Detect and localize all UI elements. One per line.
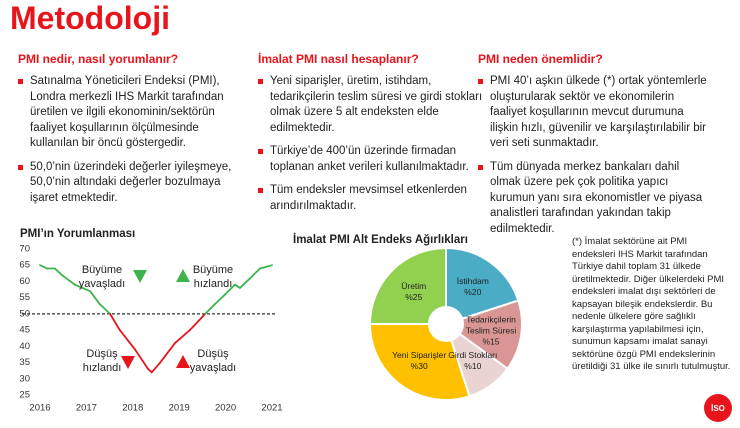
line-segment — [239, 277, 252, 289]
logo-text: İSO — [711, 404, 725, 413]
line-segment — [224, 283, 236, 296]
list: Satınalma Yöneticileri Endeksi (PMI), Lo… — [18, 74, 248, 206]
column-heading: PMI neden önemlidir? — [478, 52, 603, 66]
x-tick-label: 2016 — [29, 403, 50, 414]
line-segment — [118, 329, 137, 351]
bullet: Türkiye’de 400’ün üzerinde firmadan topl… — [258, 144, 488, 175]
column-heading: PMI nedir, nasıl yorumlanır? — [18, 52, 179, 66]
line-segment — [259, 264, 273, 270]
line-segment — [89, 290, 101, 306]
annotation: Büyüme yavaşladı — [78, 264, 126, 290]
pie-label-value: %15 — [482, 336, 500, 347]
logo-ring — [704, 394, 732, 422]
slide-title: Metodoloji — [10, 0, 170, 36]
line-segment — [134, 348, 150, 370]
column-heading: İmalat PMI nasıl hesaplanır? — [258, 52, 419, 66]
x-tick-label: 2020 — [215, 403, 236, 414]
annotation: Düşüş hızlandı — [82, 348, 122, 374]
line-segment — [249, 267, 261, 280]
pie-label-value: %20 — [464, 287, 482, 298]
pie-label-value: %30 — [410, 360, 428, 371]
bullet: Yeni siparişler, üretim, istihdam, tedar… — [258, 74, 488, 136]
column: PMI nedir, nasıl yorumlanır? Satınalma Yö… — [18, 52, 248, 214]
pie-label: Üretim %25 — [379, 281, 449, 303]
bullet: 50,0’nin üzerindeki değerler iyileşmeye,… — [18, 160, 248, 207]
line-chart-title: PMI’ın Yorumlanması — [20, 228, 136, 240]
y-tick-label: 30 — [19, 373, 30, 384]
triangle-icon — [121, 356, 135, 369]
line-segment — [98, 303, 111, 315]
y-tick-label: 55 — [19, 292, 30, 303]
triangle-icon — [176, 355, 190, 368]
line-segment — [204, 303, 216, 315]
line-segment — [159, 342, 176, 364]
line-segment — [174, 329, 191, 344]
line-segment — [188, 312, 207, 332]
pie-slice — [445, 246, 520, 326]
pie-label-name: Üretim — [401, 280, 427, 291]
line-segment — [109, 312, 121, 332]
triangle-icon — [176, 269, 190, 282]
annotation: Büyüme hızlandı — [192, 264, 234, 290]
y-tick-label: 60 — [19, 276, 30, 287]
pie-hole — [428, 306, 464, 342]
list: Yeni siparişler, üretim, istihdam, tedar… — [258, 74, 488, 214]
line-segment — [73, 283, 92, 293]
x-tick-label: 2017 — [76, 403, 97, 414]
column: PMI neden önemlidir? PMI 40’ı aşkın ülked… — [478, 52, 708, 245]
pie-label: Yeni Siparişler %30 — [384, 350, 454, 372]
bullet: Satınalma Yöneticileri Endeksi (PMI), Lo… — [18, 74, 248, 152]
line-segment — [150, 361, 162, 374]
line-segment — [60, 274, 76, 286]
footnote: (*) İmalat sektörüne ait PMI endeksleri … — [572, 236, 731, 372]
pie-label: Tedarikçilerin Teslim Süresi %15 — [456, 315, 526, 348]
y-tick-label: 40 — [19, 341, 30, 352]
pie-label-name: İstihdam — [456, 276, 489, 287]
triangle-icon — [133, 270, 147, 283]
pie-label-name: Yeni Siparişler — [392, 349, 447, 360]
y-tick-label: 45 — [19, 325, 30, 336]
y-tick-label: 70 — [19, 244, 30, 255]
y-tick-label: 65 — [19, 260, 30, 271]
bullet: PMI 40’ı aşkın ülkede (*) ortak yöntemle… — [478, 74, 708, 152]
pie-slice — [443, 299, 523, 371]
pie-label: Girdi Stokları %10 — [438, 350, 508, 372]
column: İmalat PMI nasıl hesaplanır? Yeni sipariş… — [258, 52, 488, 222]
y-tick-label: 35 — [19, 357, 30, 368]
x-tick-label: 2018 — [122, 403, 143, 414]
y-tick-label: 25 — [19, 390, 30, 401]
pie-label-name: Girdi Stokları — [448, 349, 498, 360]
line-segment — [39, 264, 48, 270]
pie-chart-title: İmalat PMI Alt Endeks Ağırlıkları — [293, 234, 468, 246]
pie-slice — [368, 246, 447, 325]
line-segment — [53, 267, 63, 276]
x-tick-label: 2019 — [169, 403, 190, 414]
line-segment — [214, 293, 227, 306]
line-segment — [233, 283, 241, 289]
pie-label-name: Tedarikçilerin Teslim Süresi — [465, 314, 517, 336]
pie-label-value: %10 — [464, 360, 482, 371]
pie-label: İstihdam %20 — [438, 276, 508, 298]
annotation: Düşüş yavaşladı — [189, 348, 237, 374]
pie-label-value: %25 — [405, 291, 423, 302]
bullet: Tüm dünyada merkez bankaları dahil olmak… — [478, 160, 708, 238]
bullet: Tüm endeksler mevsimsel etkenlerden arın… — [258, 183, 488, 214]
x-tick-label: 2021 — [261, 403, 282, 414]
list: PMI 40’ı aşkın ülkede (*) ortak yöntemle… — [478, 74, 708, 237]
pie-slice — [368, 323, 471, 401]
